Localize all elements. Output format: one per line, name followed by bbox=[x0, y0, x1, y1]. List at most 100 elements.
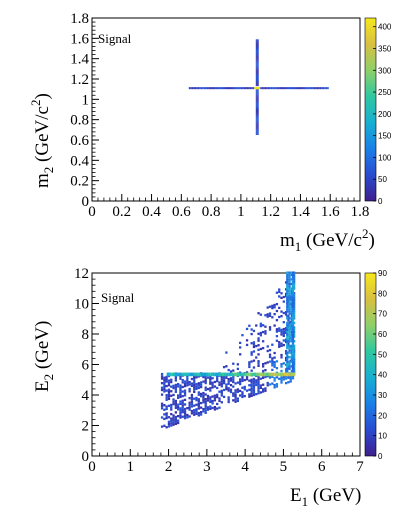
heatmap-cell bbox=[255, 109, 259, 111]
heatmap-cell bbox=[257, 392, 260, 395]
heatmap-cell bbox=[174, 411, 177, 414]
heatmap-cell bbox=[163, 424, 166, 427]
heatmap-cell bbox=[237, 372, 241, 377]
heatmap-cell bbox=[165, 375, 168, 379]
heatmap-cell bbox=[160, 372, 164, 376]
heatmap-cell bbox=[236, 397, 240, 400]
heatmap-cell bbox=[225, 388, 228, 391]
heatmap-cell bbox=[255, 39, 259, 41]
heatmap-cell bbox=[247, 372, 250, 377]
heatmap-cell bbox=[291, 360, 295, 363]
colorbar-tick-label: 80 bbox=[378, 289, 387, 298]
heatmap-cell bbox=[257, 382, 260, 386]
heatmap-cell bbox=[287, 376, 290, 379]
heatmap-cell bbox=[206, 406, 210, 409]
heatmap-cell bbox=[282, 295, 285, 299]
heatmap-cell bbox=[239, 341, 242, 345]
heatmap-cell bbox=[255, 85, 259, 87]
heatmap-cell bbox=[189, 372, 192, 377]
heatmap-cell bbox=[291, 312, 295, 315]
heatmap-cell bbox=[165, 416, 168, 420]
heatmap-cell bbox=[197, 384, 200, 387]
heatmap-cell bbox=[181, 408, 184, 411]
heatmap-cell bbox=[181, 410, 184, 414]
y-ticks: 0 0.2 0.4 0.6 0.8 1 1.2 1.4 1.6 1.8 bbox=[70, 11, 99, 210]
heatmap-cell bbox=[250, 332, 253, 336]
heatmap-cell bbox=[186, 413, 189, 417]
heatmap-cell bbox=[268, 353, 272, 356]
heatmap-cell bbox=[257, 387, 260, 390]
heatmap-cell bbox=[226, 87, 228, 90]
heatmap-cell bbox=[193, 411, 196, 414]
heatmap-cell bbox=[291, 289, 295, 293]
heatmap-cell bbox=[291, 317, 295, 320]
heatmap-cell bbox=[318, 87, 320, 90]
heatmap-cell bbox=[286, 301, 289, 304]
heatmap-cell bbox=[179, 395, 182, 399]
heatmap-cell bbox=[288, 292, 291, 295]
heatmap-cell bbox=[312, 87, 314, 90]
heatmap-cell bbox=[218, 406, 221, 409]
heatmap-cell bbox=[257, 332, 260, 335]
heatmap-cell bbox=[286, 273, 289, 277]
heatmap-cell bbox=[273, 361, 276, 364]
x-tick-label: 5 bbox=[280, 459, 288, 475]
heatmap-cell bbox=[250, 390, 253, 393]
heatmap-cell bbox=[183, 417, 187, 420]
heatmap-cell bbox=[165, 407, 168, 411]
heatmap-cell bbox=[181, 401, 184, 405]
heatmap-cell bbox=[174, 404, 177, 407]
heatmap-cell bbox=[257, 376, 260, 379]
x-tick-label: 1.8 bbox=[351, 204, 370, 220]
heatmap-cell bbox=[239, 346, 242, 349]
heatmap-cell bbox=[273, 363, 276, 366]
heatmap-cell bbox=[319, 87, 322, 90]
heatmap-cell bbox=[190, 409, 194, 413]
heatmap-cell bbox=[165, 398, 168, 401]
heatmap-cell bbox=[291, 369, 295, 373]
heatmap-cell bbox=[174, 388, 177, 391]
heatmap-cell bbox=[181, 381, 184, 384]
heatmap-cell bbox=[293, 372, 296, 377]
heatmap-cell bbox=[271, 306, 274, 310]
heatmap-cell bbox=[257, 378, 260, 381]
heatmap-cell bbox=[209, 389, 212, 392]
heatmap-cell bbox=[204, 377, 207, 380]
heatmap-cell bbox=[227, 389, 230, 392]
heatmap-cell bbox=[253, 372, 257, 377]
heatmap-cell bbox=[225, 385, 228, 389]
heatmap-cell bbox=[273, 313, 276, 316]
heatmap-cell bbox=[271, 375, 274, 378]
heatmap-cell bbox=[257, 362, 260, 365]
colorbar-tick-label: 0 bbox=[378, 452, 383, 461]
heatmap-cell bbox=[234, 87, 237, 90]
heatmap-cell bbox=[275, 367, 279, 370]
heatmap-cell bbox=[255, 356, 258, 359]
heatmap-cell bbox=[255, 99, 259, 101]
heatmap-cell bbox=[223, 87, 225, 90]
heatmap-cell bbox=[288, 87, 291, 90]
heatmap-cell bbox=[286, 344, 289, 347]
heatmap-cell bbox=[261, 324, 265, 327]
heatmap-cell bbox=[286, 271, 289, 274]
heatmap-cell bbox=[241, 377, 244, 380]
heatmap-cell bbox=[172, 423, 175, 426]
heatmap-cell bbox=[263, 372, 266, 377]
heatmap-cell bbox=[264, 87, 267, 90]
heatmap-cell bbox=[204, 404, 207, 408]
heatmap-cell bbox=[202, 410, 205, 413]
heatmap-cell bbox=[286, 321, 289, 325]
heatmap-cell bbox=[276, 87, 279, 90]
heatmap-cell bbox=[255, 46, 259, 48]
heatmap-cell bbox=[255, 55, 259, 57]
heatmap-cell bbox=[275, 291, 279, 294]
heatmap-cell bbox=[286, 285, 289, 288]
heatmap-cell bbox=[255, 113, 259, 115]
heatmap-cell bbox=[224, 87, 226, 90]
heatmap-cell bbox=[173, 372, 176, 377]
heatmap-cell bbox=[218, 383, 221, 386]
heatmap-cell bbox=[264, 332, 267, 335]
heatmap-cell bbox=[282, 343, 285, 347]
heatmap-cell bbox=[176, 396, 180, 399]
colorbar-tick-label: 40 bbox=[378, 371, 387, 380]
